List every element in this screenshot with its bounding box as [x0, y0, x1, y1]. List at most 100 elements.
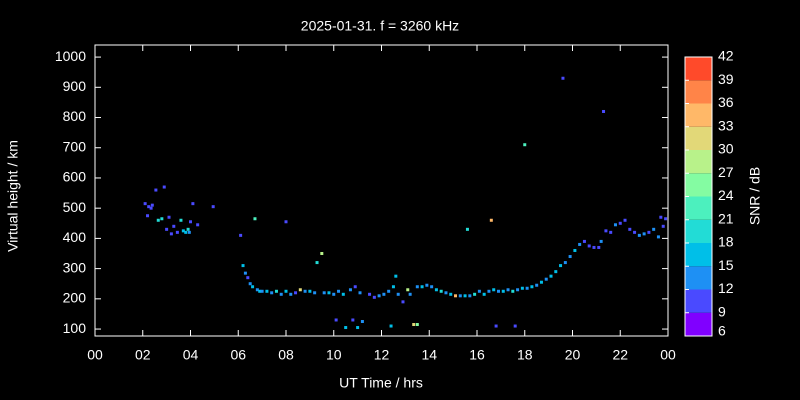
colorbar-bin: [685, 243, 712, 267]
data-point: [599, 239, 603, 243]
data-point: [511, 289, 515, 293]
colorbar-tick-label: 15: [718, 257, 734, 273]
data-point: [298, 288, 302, 292]
data-point: [465, 227, 469, 231]
colorbar-bin: [685, 266, 712, 290]
x-tick-label: 00: [87, 347, 103, 363]
colorbar-bin: [685, 173, 712, 197]
data-point: [554, 270, 558, 274]
y-tick-label: 700: [63, 138, 87, 154]
data-point: [243, 271, 247, 275]
plot-frame: [94, 44, 669, 337]
data-point: [368, 292, 372, 296]
colorbar-label: SNR / dB: [747, 167, 763, 225]
data-point: [458, 294, 462, 298]
data-point: [274, 289, 278, 293]
y-tick-label: 1000: [55, 48, 86, 64]
data-point: [315, 261, 319, 265]
colorbar-frame: [684, 56, 713, 337]
data-point: [387, 289, 391, 293]
data-point: [258, 289, 262, 293]
data-point: [637, 233, 641, 237]
data-point: [241, 264, 245, 268]
data-point: [664, 217, 668, 221]
data-point: [525, 286, 529, 290]
data-point: [162, 185, 166, 189]
data-point: [169, 232, 173, 236]
data-point: [167, 215, 171, 219]
data-point: [181, 229, 185, 233]
data-point: [260, 289, 264, 293]
data-point: [146, 214, 150, 218]
data-point: [489, 218, 493, 222]
colorbar-bin: [685, 126, 712, 150]
data-point: [568, 255, 572, 259]
data-point: [501, 289, 505, 293]
data-point: [587, 244, 591, 248]
data-point: [251, 285, 255, 289]
data-point: [348, 288, 352, 292]
data-point: [573, 248, 577, 252]
data-point: [434, 288, 438, 292]
data-point: [175, 230, 179, 234]
data-point: [549, 274, 553, 278]
x-tick-label: 20: [565, 347, 581, 363]
x-tick-label: 08: [278, 347, 294, 363]
data-point: [356, 326, 360, 330]
y-tick-label: 600: [63, 169, 87, 185]
data-point: [389, 324, 393, 328]
data-point: [308, 289, 312, 293]
x-tick-label: 10: [326, 347, 342, 363]
data-point: [613, 223, 617, 227]
colorbar-tick-label: 6: [718, 323, 726, 339]
data-point: [578, 242, 582, 246]
colorbar-tick-label: 27: [718, 164, 734, 180]
data-point: [196, 223, 200, 227]
data-point: [344, 326, 348, 330]
data-point: [147, 205, 151, 209]
data-point: [191, 202, 195, 206]
colorbar-tick-label: 36: [718, 94, 734, 110]
data-point: [172, 224, 176, 228]
data-point: [642, 232, 646, 236]
data-point: [394, 274, 398, 278]
data-point: [592, 245, 596, 249]
data-point: [539, 280, 543, 284]
data-point: [420, 285, 424, 289]
data-point: [377, 294, 381, 298]
data-point: [415, 285, 419, 289]
data-point: [602, 109, 606, 113]
data-point: [523, 143, 527, 147]
data-point: [341, 292, 345, 296]
colorbar-tick-label: 42: [718, 48, 734, 64]
colorbar-bin: [685, 150, 712, 174]
colorbar-tick-label: 24: [718, 187, 734, 203]
data-point: [284, 220, 288, 224]
data-point: [633, 230, 637, 234]
data-point: [279, 292, 283, 296]
data-point: [487, 289, 491, 293]
colorbar-bin: [685, 219, 712, 243]
data-point: [154, 188, 158, 192]
colorbar-tick-label: 12: [718, 280, 734, 296]
data-point: [156, 218, 160, 222]
data-point: [332, 292, 336, 296]
data-point: [284, 289, 288, 293]
data-point: [535, 283, 539, 287]
chart-title: 2025-01-31. f = 3260 kHz: [301, 18, 459, 34]
data-point: [149, 206, 153, 210]
data-point: [659, 215, 663, 219]
data-point: [520, 286, 524, 290]
data-point: [303, 289, 307, 293]
colorbar-bin: [685, 289, 712, 313]
data-point: [604, 229, 608, 233]
y-tick-label: 400: [63, 229, 87, 245]
data-point: [372, 295, 376, 299]
data-point: [652, 227, 656, 231]
x-tick-label: 14: [421, 347, 437, 363]
data-point: [544, 277, 548, 281]
data-point: [322, 291, 326, 295]
x-axis-label: UT Time / hrs: [339, 375, 423, 391]
data-point: [513, 324, 517, 328]
